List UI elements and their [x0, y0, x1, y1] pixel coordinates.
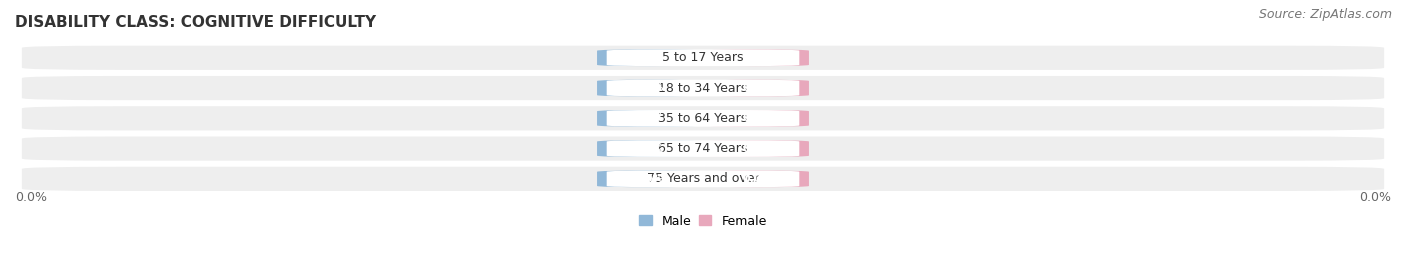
Text: 0.0%: 0.0%	[742, 83, 773, 93]
FancyBboxPatch shape	[606, 49, 800, 66]
FancyBboxPatch shape	[706, 110, 808, 127]
Text: 75 Years and over: 75 Years and over	[647, 172, 759, 185]
Text: 5 to 17 Years: 5 to 17 Years	[662, 51, 744, 64]
Text: 0.0%: 0.0%	[742, 113, 773, 123]
Text: 0.0%: 0.0%	[633, 113, 664, 123]
Text: 35 to 64 Years: 35 to 64 Years	[658, 112, 748, 125]
FancyBboxPatch shape	[706, 171, 808, 187]
FancyBboxPatch shape	[22, 76, 1384, 100]
FancyBboxPatch shape	[22, 136, 1384, 161]
Legend: Male, Female: Male, Female	[640, 215, 766, 228]
Text: 0.0%: 0.0%	[15, 191, 46, 204]
FancyBboxPatch shape	[606, 140, 800, 157]
FancyBboxPatch shape	[598, 140, 700, 157]
FancyBboxPatch shape	[606, 171, 800, 187]
FancyBboxPatch shape	[706, 80, 808, 96]
FancyBboxPatch shape	[22, 106, 1384, 130]
FancyBboxPatch shape	[606, 80, 800, 96]
Text: 0.0%: 0.0%	[742, 53, 773, 63]
Text: 0.0%: 0.0%	[633, 144, 664, 154]
FancyBboxPatch shape	[706, 49, 808, 66]
Text: 65 to 74 Years: 65 to 74 Years	[658, 142, 748, 155]
Text: 0.0%: 0.0%	[1360, 191, 1391, 204]
FancyBboxPatch shape	[606, 110, 800, 127]
Text: 18 to 34 Years: 18 to 34 Years	[658, 82, 748, 95]
Text: 0.0%: 0.0%	[633, 83, 664, 93]
Text: 0.0%: 0.0%	[633, 174, 664, 184]
FancyBboxPatch shape	[706, 140, 808, 157]
Text: Source: ZipAtlas.com: Source: ZipAtlas.com	[1258, 8, 1392, 21]
FancyBboxPatch shape	[598, 80, 700, 96]
Text: 0.0%: 0.0%	[742, 144, 773, 154]
FancyBboxPatch shape	[22, 46, 1384, 70]
FancyBboxPatch shape	[598, 49, 700, 66]
Text: 0.0%: 0.0%	[633, 53, 664, 63]
FancyBboxPatch shape	[22, 167, 1384, 191]
FancyBboxPatch shape	[598, 110, 700, 127]
Text: DISABILITY CLASS: COGNITIVE DIFFICULTY: DISABILITY CLASS: COGNITIVE DIFFICULTY	[15, 15, 377, 30]
Text: 0.0%: 0.0%	[742, 174, 773, 184]
FancyBboxPatch shape	[598, 171, 700, 187]
